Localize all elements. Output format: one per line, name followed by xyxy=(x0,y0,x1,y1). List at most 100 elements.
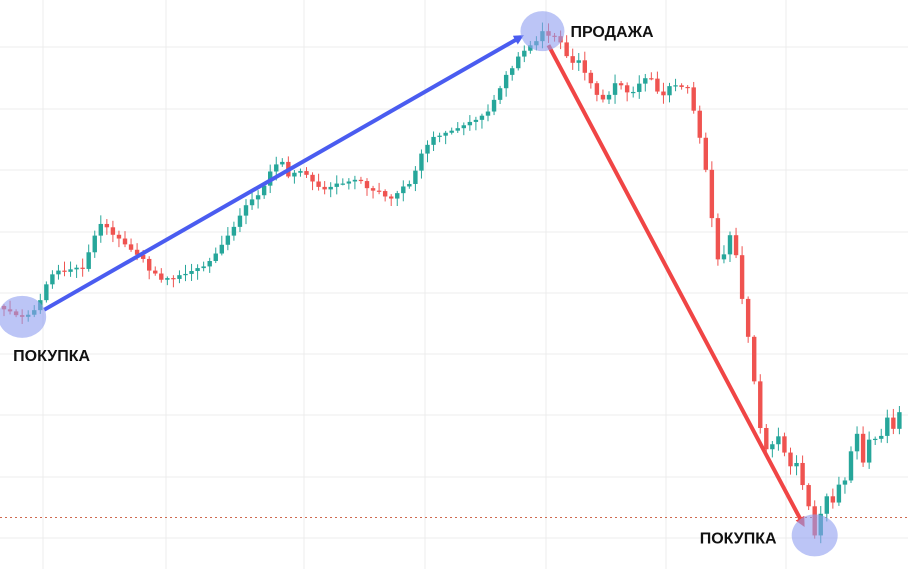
candle-body xyxy=(413,170,418,184)
candle-body xyxy=(897,412,902,429)
candle xyxy=(873,436,878,445)
trade-arrows xyxy=(43,35,805,527)
candle-body xyxy=(752,336,757,382)
candle-body xyxy=(576,60,581,63)
candle-body xyxy=(467,121,473,126)
candle-body xyxy=(830,496,836,503)
candle-body xyxy=(600,94,606,100)
candle xyxy=(576,53,581,71)
candle xyxy=(667,82,672,103)
candle-body xyxy=(437,135,442,137)
candle xyxy=(104,219,110,235)
candle xyxy=(328,182,333,198)
buy-label-right: ПОКУПКА xyxy=(700,530,777,547)
candle-body xyxy=(50,274,55,285)
candle xyxy=(891,408,896,435)
candle xyxy=(243,199,249,225)
candle xyxy=(419,149,424,179)
candle xyxy=(62,261,67,277)
candle xyxy=(382,189,388,202)
candle xyxy=(824,493,829,522)
candle-body xyxy=(44,284,49,301)
candle xyxy=(425,140,430,163)
candle-body xyxy=(794,462,799,467)
candle xyxy=(800,455,805,490)
candle xyxy=(649,72,654,81)
candles xyxy=(1,22,902,544)
candle-body xyxy=(322,186,327,190)
candle-body xyxy=(624,85,630,93)
candle-body xyxy=(249,199,255,206)
candle xyxy=(389,194,394,207)
candle xyxy=(50,270,55,289)
candle-body xyxy=(310,174,315,182)
candle xyxy=(219,235,224,256)
candle xyxy=(413,166,418,192)
candle xyxy=(249,190,255,210)
candle-body xyxy=(528,45,533,51)
candle-body xyxy=(873,438,878,441)
buy-label-left: ПОКУПКА xyxy=(13,348,90,365)
buy-marker-right xyxy=(791,514,838,557)
candle xyxy=(346,178,352,190)
candle-body xyxy=(479,115,485,120)
candle xyxy=(485,104,491,122)
candle xyxy=(503,71,509,97)
candle-body xyxy=(510,68,515,75)
candle xyxy=(600,89,606,103)
candle xyxy=(207,257,212,273)
candle xyxy=(159,268,164,283)
candle-body xyxy=(401,186,406,194)
candle xyxy=(449,127,454,135)
candle xyxy=(612,74,618,104)
candle-body xyxy=(376,190,382,192)
candle-body xyxy=(213,253,218,262)
candle-body xyxy=(588,72,594,84)
candle-body xyxy=(745,298,751,337)
candle-body xyxy=(691,87,696,111)
candle-body xyxy=(631,91,636,94)
candle xyxy=(68,261,73,277)
candle xyxy=(110,220,116,243)
candle-body xyxy=(800,462,805,486)
candle-body xyxy=(637,83,642,92)
candle-body xyxy=(727,235,733,255)
candle xyxy=(304,167,309,179)
candle-body xyxy=(134,249,140,255)
candle-body xyxy=(522,50,527,57)
candle xyxy=(316,173,321,191)
candle-body xyxy=(431,136,436,145)
candle-body xyxy=(328,186,333,190)
candle-body xyxy=(449,130,454,133)
candle xyxy=(479,113,485,129)
candle xyxy=(370,185,376,199)
candle xyxy=(231,221,237,241)
sell-to-buy-arrow xyxy=(546,44,805,527)
candle xyxy=(497,85,503,105)
candle-body xyxy=(425,144,430,154)
candle xyxy=(715,213,721,266)
candle xyxy=(758,374,763,434)
candle xyxy=(854,426,860,460)
candle xyxy=(727,231,733,262)
candle xyxy=(255,190,261,209)
candle-body xyxy=(649,78,654,80)
candle xyxy=(885,409,890,444)
candle-body xyxy=(98,223,103,236)
sell-label: ПРОДАЖА xyxy=(570,24,654,41)
candle xyxy=(691,81,696,114)
candle-body xyxy=(407,183,412,187)
candle-body xyxy=(685,86,690,89)
candle-body xyxy=(879,435,884,439)
candle xyxy=(86,244,91,272)
candle-body xyxy=(643,78,648,84)
candle-body xyxy=(201,266,206,269)
candle xyxy=(697,105,702,144)
candle xyxy=(782,432,787,457)
candle-body xyxy=(255,195,261,200)
candle-body xyxy=(122,238,128,245)
candle xyxy=(709,161,715,228)
candle xyxy=(510,65,515,81)
candle-body xyxy=(419,153,424,171)
